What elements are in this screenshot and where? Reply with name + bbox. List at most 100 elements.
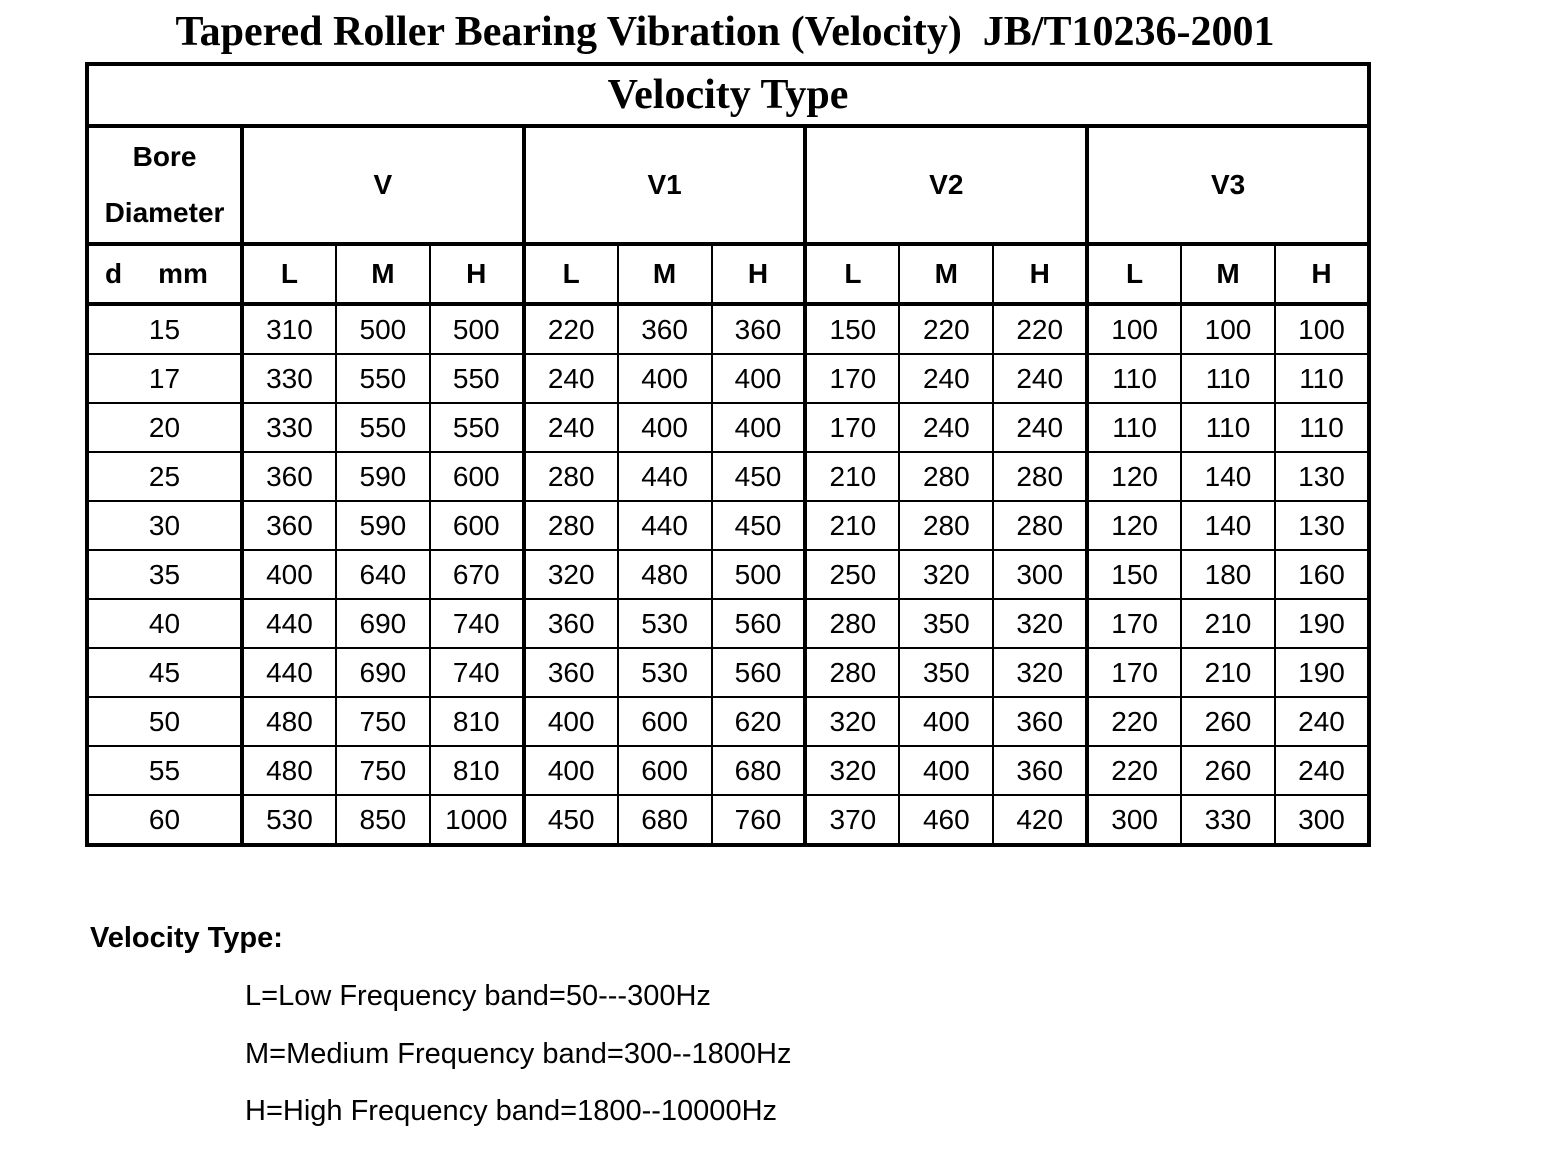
velocity-value: 560 <box>710 647 807 698</box>
velocity-value: 450 <box>710 500 807 551</box>
band-header: L <box>521 243 619 306</box>
velocity-value: 170 <box>803 353 901 404</box>
velocity-value: 110 <box>1180 402 1276 453</box>
velocity-value: 280 <box>803 598 901 649</box>
velocity-value: 210 <box>1180 647 1276 698</box>
velocity-value: 590 <box>334 500 431 551</box>
velocity-value: 440 <box>616 451 713 502</box>
velocity-value: 530 <box>616 598 713 649</box>
bore-header-line: Diameter <box>104 197 225 228</box>
legend-item: L=Low Frequency band=50---300Hz <box>245 980 711 1012</box>
velocity-value: 590 <box>334 451 431 502</box>
velocity-value: 810 <box>428 696 525 747</box>
velocity-value: 680 <box>710 745 807 796</box>
velocity-value: 690 <box>334 647 431 698</box>
velocity-value: 330 <box>240 402 337 453</box>
velocity-value: 370 <box>803 794 901 846</box>
velocity-value: 400 <box>521 745 619 796</box>
velocity-value: 440 <box>616 500 713 551</box>
velocity-value: 240 <box>521 353 619 404</box>
unit-header-part: d <box>105 258 123 289</box>
velocity-value: 460 <box>898 794 995 846</box>
velocity-value: 680 <box>616 794 713 846</box>
velocity-value: 330 <box>1180 794 1276 846</box>
band-header-row: d mm L M H L M H L M H L M H <box>86 243 1371 306</box>
velocity-value: 140 <box>1180 451 1276 502</box>
velocity-value: 440 <box>240 647 337 698</box>
velocity-value: 810 <box>428 745 525 796</box>
band-header: M <box>1180 243 1276 306</box>
velocity-value: 600 <box>616 745 713 796</box>
velocity-value: 400 <box>710 402 807 453</box>
velocity-value: 130 <box>1273 451 1371 502</box>
bore-header-line: Bore <box>132 141 197 172</box>
bore-diameter: 17 <box>86 353 243 404</box>
velocity-value: 360 <box>240 500 337 551</box>
velocity-value: 640 <box>334 549 431 600</box>
velocity-value: 330 <box>240 353 337 404</box>
title: Tapered Roller Bearing Vibration (Veloci… <box>175 9 1275 55</box>
velocity-value: 210 <box>803 451 901 502</box>
velocity-value: 760 <box>710 794 807 846</box>
velocity-value: 110 <box>1180 353 1276 404</box>
velocity-value: 210 <box>1180 598 1276 649</box>
data-row: 55 480 750 810 400 600 680 320 400 360 220 260 240 <box>86 745 1371 796</box>
bore-diameter: 50 <box>86 696 243 747</box>
velocity-value: 120 <box>1085 451 1183 502</box>
velocity-value: 150 <box>1085 549 1183 600</box>
data-row: 40 440 690 740 360 530 560 280 350 320 170 210 190 <box>86 598 1371 649</box>
band-header: L <box>240 243 337 306</box>
velocity-value: 170 <box>803 402 901 453</box>
bore-diameter: 55 <box>86 745 243 796</box>
bore-diameter: 40 <box>86 598 243 649</box>
velocity-value: 550 <box>334 353 431 404</box>
caption: Velocity Type <box>85 63 1371 128</box>
velocity-value: 400 <box>521 696 619 747</box>
band-header: L <box>803 243 901 306</box>
velocity-value: 400 <box>710 353 807 404</box>
data-row: 50 480 750 810 400 600 620 320 400 360 220 260 240 <box>86 696 1371 747</box>
velocity-value: 480 <box>616 549 713 600</box>
velocity-value: 360 <box>521 598 619 649</box>
velocity-value: 240 <box>1273 745 1371 796</box>
velocity-value: 240 <box>992 353 1089 404</box>
velocity-value: 120 <box>1085 500 1183 551</box>
velocity-value: 250 <box>803 549 901 600</box>
velocity-value: 310 <box>240 303 337 355</box>
band-header: H <box>992 243 1089 306</box>
velocity-value: 280 <box>992 451 1089 502</box>
velocity-value: 280 <box>898 451 995 502</box>
velocity-value: 400 <box>616 402 713 453</box>
band-header: H <box>710 243 807 306</box>
velocity-value: 420 <box>992 794 1089 846</box>
velocity-value: 440 <box>240 598 337 649</box>
velocity-value: 110 <box>1273 353 1371 404</box>
velocity-value: 210 <box>803 500 901 551</box>
bore-diameter: 25 <box>86 451 243 502</box>
group-header-row: Bore Diameter V V1 V2 V3 <box>86 125 1371 246</box>
velocity-value: 550 <box>334 402 431 453</box>
bore-header: Bore Diameter <box>86 125 243 246</box>
velocity-value: 240 <box>1273 696 1371 747</box>
velocity-value: 240 <box>521 402 619 453</box>
data-row: 15 310 500 500 220 360 360 150 220 220 100 100 100 <box>86 303 1371 355</box>
velocity-value: 300 <box>992 549 1089 600</box>
velocity-value: 750 <box>334 745 431 796</box>
velocity-value: 400 <box>898 745 995 796</box>
velocity-value: 320 <box>992 647 1089 698</box>
velocity-value: 600 <box>428 500 525 551</box>
velocity-value: 530 <box>240 794 337 846</box>
band-header: H <box>1273 243 1371 306</box>
velocity-value: 480 <box>240 745 337 796</box>
velocity-value: 360 <box>710 303 807 355</box>
velocity-value: 450 <box>710 451 807 502</box>
velocity-value: 190 <box>1273 598 1371 649</box>
velocity-value: 220 <box>1085 696 1183 747</box>
velocity-value: 360 <box>992 696 1089 747</box>
bore-diameter: 35 <box>86 549 243 600</box>
velocity-value: 220 <box>1085 745 1183 796</box>
velocity-value: 600 <box>616 696 713 747</box>
velocity-value: 600 <box>428 451 525 502</box>
velocity-value: 360 <box>616 303 713 355</box>
